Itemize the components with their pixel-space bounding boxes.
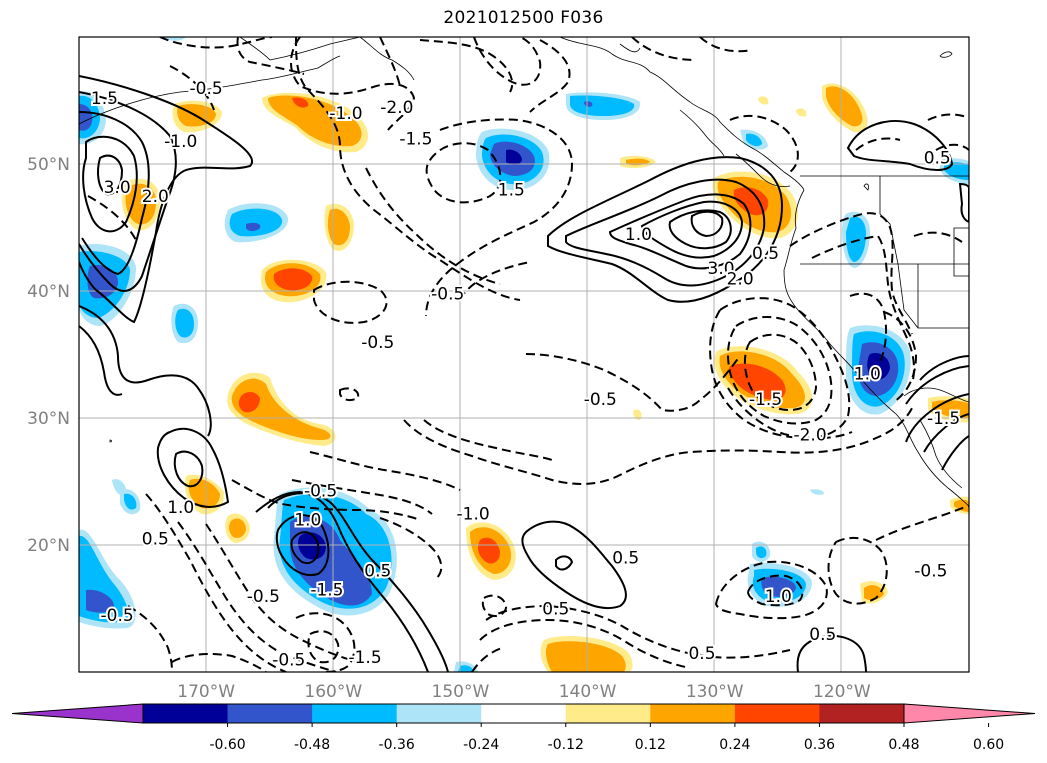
- contour-label: 0.5: [924, 149, 951, 169]
- colorbar-tick-label: 0.12: [635, 737, 666, 753]
- lon-label: 150°W: [432, 682, 490, 702]
- negative-anomaly-fill: [79, 37, 969, 672]
- colorbar-bin: [481, 704, 567, 723]
- contour-label: 1.5: [91, 89, 118, 109]
- contour-labels: 1.5-0.5-1.0 -2.0-1.5-1.03.0 2.0 1.51.03.02.…: [89, 77, 962, 672]
- colorbar-extend-low: [11, 703, 144, 724]
- contour-label: -0.5: [914, 561, 947, 581]
- contour-label: 0.5: [752, 244, 779, 264]
- contour-label: 1.0: [625, 225, 652, 245]
- contour-label: -1.5: [749, 390, 782, 410]
- colorbar-bin: [227, 704, 313, 723]
- contour-label: 0.5: [809, 625, 836, 645]
- lat-label: 30°N: [27, 409, 70, 429]
- contour-label: 0.5: [688, 644, 715, 664]
- contour-label: 1.0: [765, 587, 792, 607]
- contour-label: 1.0: [294, 511, 321, 531]
- colorbar-bin: [734, 704, 820, 723]
- contour-label: -0.5: [247, 587, 280, 607]
- contour-label: -0.5: [361, 333, 394, 353]
- contour-label: -1.5: [348, 648, 381, 668]
- coastlines: [79, 37, 969, 507]
- contour-label: 1.5: [498, 180, 525, 200]
- lon-label: 130°W: [686, 682, 744, 702]
- colorbar-extend-high: [903, 703, 1036, 724]
- colorbar-tick-label: 0.48: [888, 737, 919, 753]
- colorbar-tick-label: -0.24: [463, 737, 499, 753]
- colorbar-bin: [650, 704, 736, 723]
- contour-label: -2.0: [793, 426, 826, 446]
- contour-label: 3.0: [104, 178, 131, 198]
- contour-label: -0.5: [190, 79, 223, 99]
- contour-label: 0.5: [612, 549, 639, 569]
- contour-label: -2.0: [380, 98, 413, 118]
- colorbar-tick-label: -0.12: [548, 737, 584, 753]
- contour-label: 0.5: [542, 600, 569, 620]
- lat-label: 50°N: [27, 155, 70, 175]
- colorbar-bin: [819, 704, 905, 723]
- colorbar: -0.60 -0.48 -0.36 -0.24 -0.12 0.12 0.24 0.36 0.4…: [11, 703, 1036, 753]
- lon-label: 140°W: [559, 682, 617, 702]
- contour-label: -1.5: [310, 580, 343, 600]
- map-title: 2021012500 F036: [443, 8, 604, 28]
- contour-label: 0.5: [142, 530, 169, 550]
- contour-label: 3.0: [708, 259, 735, 279]
- contour-label: 2.0: [727, 269, 754, 289]
- contour-label: 1.0: [167, 498, 194, 518]
- contour-label: -0.5: [304, 481, 337, 501]
- lon-label: 170°W: [177, 682, 235, 702]
- axis-labels: 50°N 40°N 30°N 20°N 170°W 160°W 150°W 140°W 130°…: [27, 155, 871, 702]
- contour-label: -1.0: [457, 504, 490, 524]
- colorbar-outline: [142, 703, 905, 724]
- positive-contours: [79, 75, 969, 672]
- contour-label: -1.5: [399, 130, 432, 150]
- contour-label: 0.5: [364, 561, 391, 581]
- map-frame: [78, 36, 970, 673]
- colorbar-tick-label: -0.48: [294, 737, 330, 753]
- colorbar-bin: [143, 704, 229, 723]
- contour-label: -1.5: [927, 409, 960, 429]
- colorbar-bin: [396, 704, 482, 723]
- colorbar-bin: [565, 704, 651, 723]
- contour-label: -0.5: [431, 285, 464, 305]
- lon-label: 160°W: [304, 682, 362, 702]
- lat-label: 40°N: [27, 282, 70, 302]
- contour-label: 1.0: [854, 365, 881, 385]
- colorbar-tick-label: 0.36: [804, 737, 835, 753]
- negative-contours: [87, 37, 969, 672]
- colorbar-tick-label: 0.24: [719, 737, 750, 753]
- colorbar-tick-label: -0.60: [209, 737, 245, 753]
- colorbar-tick-label: 0.60: [973, 737, 1004, 753]
- lat-label: 20°N: [27, 536, 70, 556]
- contour-label: -1.0: [329, 104, 362, 124]
- contour-label: -0.5: [584, 390, 617, 410]
- contour-label: -1.0: [164, 132, 197, 152]
- colorbar-bin: [312, 704, 398, 723]
- colorbar-tick-label: -0.36: [379, 737, 415, 753]
- contour-label: -0.5: [272, 650, 305, 670]
- contour-label: -0.5: [101, 606, 134, 626]
- contour-label: 2.0: [142, 187, 169, 207]
- lon-label: 120°W: [813, 682, 871, 702]
